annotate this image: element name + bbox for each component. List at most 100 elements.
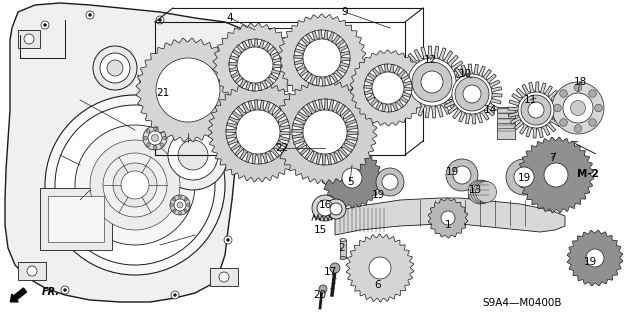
Circle shape: [86, 11, 94, 19]
Polygon shape: [208, 82, 308, 182]
Text: 19: 19: [517, 173, 531, 183]
Bar: [18, 262, 46, 280]
Text: 19: 19: [371, 190, 385, 200]
Polygon shape: [346, 234, 414, 302]
Circle shape: [237, 47, 273, 83]
Circle shape: [552, 82, 604, 134]
Circle shape: [156, 58, 220, 122]
Circle shape: [317, 200, 333, 216]
Polygon shape: [518, 137, 594, 213]
Circle shape: [223, 48, 227, 51]
Circle shape: [463, 85, 481, 103]
Polygon shape: [292, 99, 358, 165]
Text: 19: 19: [584, 257, 596, 267]
Circle shape: [179, 196, 181, 198]
Circle shape: [173, 209, 176, 212]
Bar: [468, 182, 490, 202]
Bar: [340, 240, 346, 258]
Circle shape: [506, 159, 542, 195]
Circle shape: [107, 60, 123, 76]
Text: 21: 21: [156, 88, 170, 98]
Circle shape: [147, 143, 150, 146]
Circle shape: [160, 130, 163, 133]
Circle shape: [90, 140, 180, 230]
Circle shape: [171, 291, 179, 299]
Circle shape: [452, 74, 492, 114]
Text: 11: 11: [524, 95, 536, 105]
Circle shape: [229, 39, 281, 91]
Circle shape: [121, 171, 149, 199]
FancyArrow shape: [10, 288, 27, 302]
Bar: [40, 188, 112, 250]
Circle shape: [45, 95, 225, 275]
Circle shape: [441, 211, 455, 225]
Circle shape: [408, 58, 456, 106]
Circle shape: [518, 92, 554, 128]
Circle shape: [224, 236, 232, 244]
Circle shape: [226, 100, 290, 164]
Bar: [18, 30, 40, 48]
Text: 1: 1: [445, 220, 451, 230]
Circle shape: [173, 293, 177, 296]
Circle shape: [468, 180, 492, 204]
Bar: [497, 107, 515, 139]
Circle shape: [152, 135, 159, 142]
Circle shape: [219, 272, 229, 282]
Polygon shape: [442, 64, 502, 124]
Circle shape: [178, 140, 208, 170]
Circle shape: [147, 130, 150, 133]
Polygon shape: [226, 100, 290, 164]
Circle shape: [221, 46, 229, 54]
Polygon shape: [229, 39, 281, 91]
Circle shape: [292, 99, 358, 165]
Circle shape: [44, 24, 47, 26]
Circle shape: [453, 166, 471, 184]
Circle shape: [27, 266, 37, 276]
Circle shape: [303, 110, 347, 154]
Bar: [48, 196, 104, 242]
Text: 18: 18: [573, 77, 587, 87]
Text: 22: 22: [275, 143, 289, 153]
Circle shape: [174, 199, 186, 211]
Circle shape: [595, 104, 602, 112]
Circle shape: [61, 286, 69, 294]
Circle shape: [88, 13, 92, 17]
Text: 7: 7: [548, 153, 556, 163]
Text: FR.: FR.: [42, 287, 60, 297]
Circle shape: [184, 198, 187, 201]
Circle shape: [228, 129, 232, 131]
Circle shape: [544, 163, 568, 187]
Polygon shape: [508, 82, 564, 138]
Circle shape: [173, 198, 176, 201]
Text: 13: 13: [468, 185, 482, 195]
Text: 15: 15: [314, 225, 326, 235]
Text: 10: 10: [458, 69, 472, 79]
Text: 9: 9: [342, 7, 348, 17]
Circle shape: [589, 119, 596, 126]
Circle shape: [446, 159, 478, 191]
Circle shape: [455, 77, 489, 111]
Circle shape: [156, 16, 164, 24]
Circle shape: [103, 153, 167, 217]
Circle shape: [55, 105, 215, 265]
Circle shape: [554, 104, 561, 112]
Circle shape: [382, 174, 398, 190]
Circle shape: [330, 263, 340, 273]
Circle shape: [168, 130, 218, 180]
Circle shape: [63, 288, 67, 292]
Circle shape: [369, 257, 391, 279]
Circle shape: [326, 199, 346, 219]
Polygon shape: [278, 14, 366, 102]
Polygon shape: [136, 38, 240, 142]
Circle shape: [143, 126, 167, 150]
Circle shape: [158, 120, 228, 190]
Circle shape: [171, 204, 173, 206]
Circle shape: [177, 202, 183, 208]
Text: 17: 17: [323, 267, 337, 277]
Circle shape: [179, 211, 181, 214]
Polygon shape: [428, 198, 468, 238]
Polygon shape: [396, 46, 468, 118]
Circle shape: [153, 146, 157, 149]
Circle shape: [528, 102, 544, 118]
Circle shape: [113, 163, 157, 207]
